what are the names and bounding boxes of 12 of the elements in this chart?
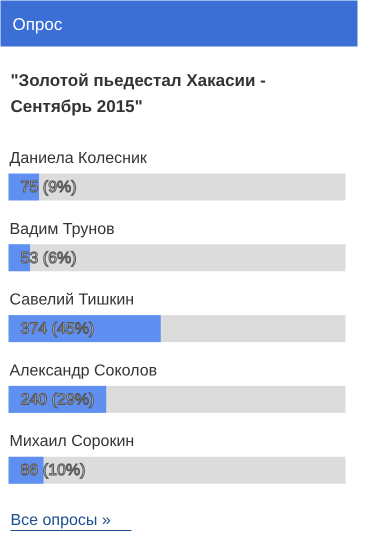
y-tick-label: Михаил Сорокин	[10, 433, 134, 450]
data-label: 86 (10%)	[20, 462, 86, 480]
y-tick-label: Вадим Трунов	[10, 220, 115, 238]
chart-title: Опрос	[12, 15, 63, 34]
chart-subtitle: "Золотой пьедестал Хакасии - Сентябрь 2015"	[10, 71, 266, 116]
y-tick-label: Александр Соколов	[10, 362, 158, 380]
text: Все опросы »	[10, 512, 111, 529]
data-label: 75 (9%)	[20, 179, 77, 196]
y-tick-label: Даниела Колесник	[10, 150, 148, 167]
data-label: 240 (29%)	[20, 391, 94, 408]
data-label: 374 (45%)	[20, 320, 94, 338]
y-tick-label: Савелий Тишкин	[10, 292, 134, 309]
